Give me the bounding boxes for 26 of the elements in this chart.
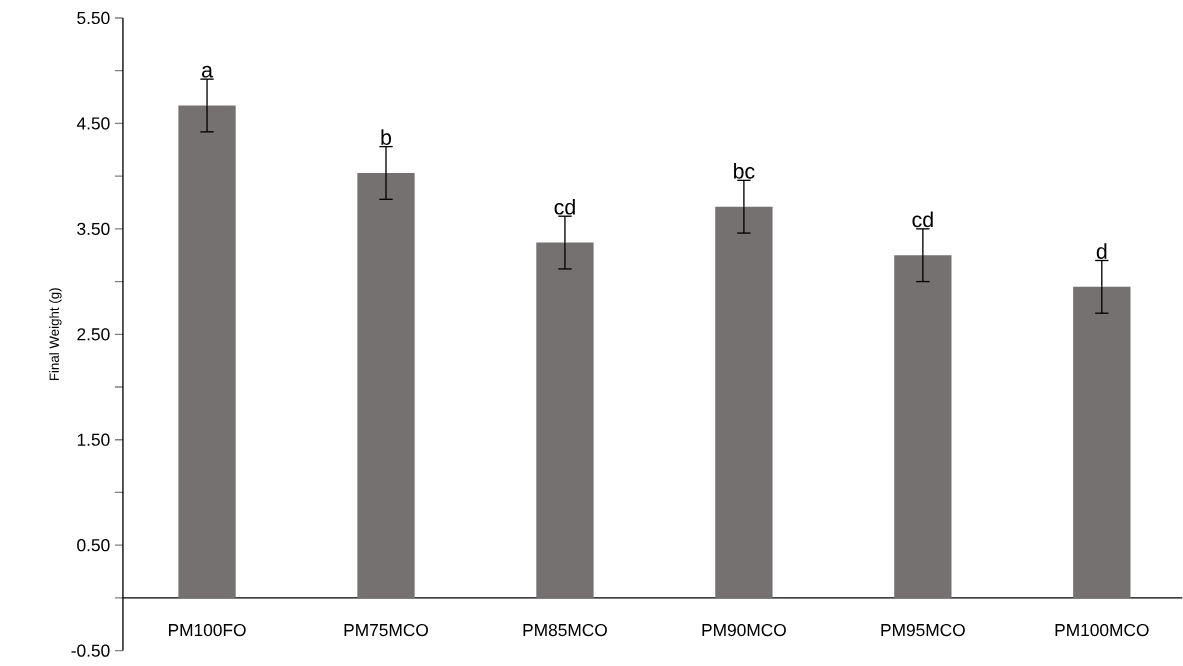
x-tick-label: PM100FO (168, 624, 246, 637)
y-tick-label: -0.50 (71, 644, 110, 657)
y-tick-label: 5.50 (77, 12, 110, 25)
annotation: cd (912, 211, 933, 228)
bar (1073, 287, 1131, 599)
bar (178, 105, 236, 599)
y-tick-label: 2.50 (77, 328, 110, 341)
y-tick-label: 4.50 (76, 117, 110, 130)
x-tick-label: PM75MCO (344, 624, 428, 637)
annotation: d (1096, 243, 1107, 260)
annotation: cd (554, 199, 575, 215)
y-tick-label: 3.50 (77, 222, 110, 236)
y-axis-title: Final Weight (g) (49, 288, 62, 381)
bar (894, 255, 952, 599)
bar (357, 173, 415, 599)
annotation: a (202, 66, 213, 78)
bar (715, 206, 773, 599)
x-tick-label: PM85MCO (523, 624, 607, 637)
x-tick-label: PM90MCO (702, 624, 786, 637)
annotation: bc (734, 163, 755, 179)
y-tick-label: 0.50 (77, 539, 110, 552)
annotation: b (381, 129, 392, 146)
x-tick-label: PM100MCO (1055, 624, 1149, 637)
bar (536, 242, 594, 599)
y-tick-label: 1.50 (77, 433, 110, 447)
x-tick-label: PM95MCO (881, 624, 965, 637)
